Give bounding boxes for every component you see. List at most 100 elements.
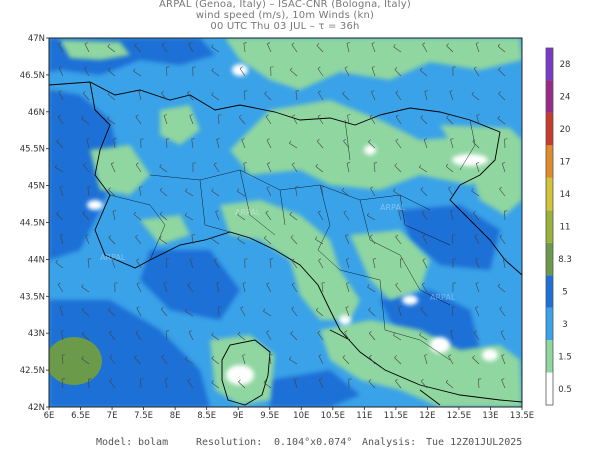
wind-barb (211, 67, 220, 77)
wind-barb (59, 186, 64, 197)
colorbar-band (546, 210, 553, 243)
wind-barb (211, 355, 220, 365)
wind-barb (107, 67, 116, 77)
wind-barb (318, 210, 324, 221)
wind-barb (449, 90, 454, 101)
lat-label: 46N (28, 108, 45, 118)
wind-barb (341, 187, 350, 197)
wind-barb (394, 355, 402, 365)
watermark-text: ARPAL (380, 203, 406, 212)
wind-barb (85, 234, 90, 245)
wind-barb (187, 378, 194, 389)
wind-barb (140, 138, 144, 149)
wind-barb (213, 258, 220, 269)
wind-barb (499, 306, 506, 317)
wind-barb (295, 186, 299, 197)
wind-barb (133, 68, 142, 77)
wind-barb (113, 138, 117, 149)
wind-barb (368, 330, 376, 341)
wind-barb (368, 379, 376, 389)
wind-barb (371, 42, 376, 53)
wind-barb (185, 188, 194, 197)
lon-label: 6.5E (71, 411, 90, 421)
wind-barb (58, 42, 64, 53)
wind-barb (138, 90, 142, 101)
wind-barb (238, 379, 246, 389)
wind-barb (395, 282, 402, 293)
colorbar-band (546, 372, 553, 405)
wind-barb (295, 90, 299, 101)
wind-barb (393, 44, 402, 53)
wind-barb (87, 186, 91, 197)
wind-barb (497, 115, 506, 125)
model-label: Model: (96, 437, 133, 448)
lon-label: 11E (356, 411, 372, 421)
wind-barb (497, 43, 506, 53)
wind-barb (321, 282, 325, 293)
wind-barb (500, 330, 506, 341)
wind-barb (344, 66, 350, 77)
colorbar-label: 8.3 (558, 255, 572, 265)
wind-barb (211, 44, 220, 53)
wind-barb (317, 330, 324, 341)
wind-barb (370, 186, 376, 197)
wind-barb (159, 211, 168, 221)
coastlines-and-borders (49, 81, 522, 406)
wind-barb (187, 282, 194, 293)
wind-barb (452, 282, 456, 293)
wind-barb (216, 138, 220, 149)
wind-barb (58, 66, 64, 77)
wind-barb (109, 354, 116, 365)
wind-barb (498, 91, 506, 101)
wind-barb (421, 282, 428, 293)
wind-barb (57, 114, 64, 125)
wind-barb (290, 67, 298, 77)
wind-barb (501, 354, 506, 365)
wind-barb (395, 114, 402, 125)
wind-barb (241, 138, 246, 149)
wind-barb (368, 307, 376, 317)
wind-barb (289, 140, 298, 149)
wind-barb (191, 138, 195, 149)
wind-barb (395, 138, 402, 149)
wind-barb (451, 234, 456, 245)
title-line-1: ARPAL (Genoa, Italy) – ISAC-CNR (Bologna… (159, 0, 411, 10)
lat-label: 46.5N (20, 71, 45, 81)
colorbar-label: 11 (560, 223, 571, 233)
wind-barb (263, 308, 272, 317)
wind-barb (472, 355, 480, 365)
wind-barb (421, 210, 428, 221)
lat-label: 42.5N (20, 366, 45, 376)
latitude-axis: 47N 46.5N 46N 45.5N 45N 44.5N 44N 43.5N 43N 42.5N… (20, 34, 49, 413)
wind-barb (474, 234, 480, 245)
wind-barb (475, 258, 480, 269)
wind-barb (213, 162, 220, 173)
wind-barb (88, 378, 92, 389)
wind-barb (237, 188, 246, 197)
wind-barb (56, 211, 64, 221)
wind-barb (317, 66, 324, 77)
wind-barb (108, 235, 116, 245)
wind-barb (342, 355, 350, 365)
admin-borders (109, 119, 476, 361)
lon-label: 12E (419, 411, 435, 421)
wind-barb (163, 114, 168, 125)
wind-barb (289, 212, 298, 221)
wind-barb (242, 282, 246, 293)
wind-barb (191, 234, 195, 245)
arpal-watermarks: ARPAL ARPAL ARPAL ARPAL (100, 203, 456, 302)
wind-barb (81, 116, 90, 125)
wind-barb (240, 306, 246, 317)
colorbar-label: 5 (562, 287, 567, 297)
lon-label: 7.5E (134, 411, 153, 421)
wind-barb (266, 330, 272, 341)
lon-label: 13.5E (510, 411, 534, 421)
wind-barb (110, 162, 116, 173)
wind-barb (420, 307, 428, 317)
wind-barb (84, 42, 90, 53)
wind-barb (159, 164, 168, 173)
colorbar-band (546, 48, 553, 81)
wind-barb (215, 210, 220, 221)
wind-barb (348, 378, 352, 389)
wind-barb (266, 138, 272, 149)
